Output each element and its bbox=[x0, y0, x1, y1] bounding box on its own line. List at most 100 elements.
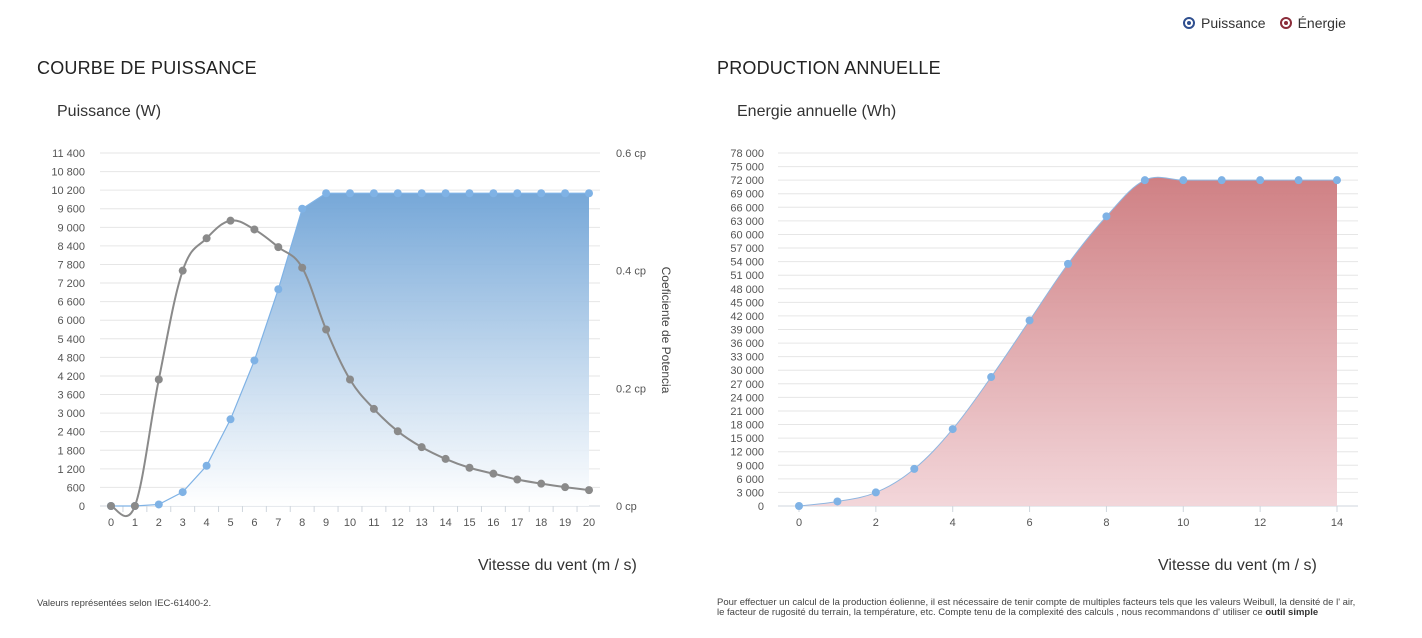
energy-point bbox=[1333, 176, 1341, 185]
cp-point bbox=[585, 486, 593, 495]
x-tick-label: 6 bbox=[251, 517, 257, 529]
y-tick-label: 30 000 bbox=[730, 365, 764, 377]
y-tick-label: 66 000 bbox=[730, 202, 764, 214]
y-tick-label: 1 200 bbox=[57, 464, 85, 476]
power-area bbox=[111, 193, 589, 506]
cp-point bbox=[441, 454, 450, 463]
x-tick-label: 7 bbox=[275, 517, 281, 529]
y-tick-label: 7 800 bbox=[57, 259, 85, 271]
y-tick-label: 8 400 bbox=[57, 241, 85, 253]
cp-point bbox=[250, 225, 259, 234]
power-chart-title: Puissance (W) bbox=[57, 103, 162, 120]
energy-point bbox=[1256, 176, 1265, 185]
x-tick-label: 6 bbox=[1027, 517, 1033, 529]
y-tick-label: 63 000 bbox=[730, 216, 764, 228]
y-tick-label: 3 000 bbox=[57, 408, 85, 420]
power-point bbox=[202, 461, 211, 470]
x-tick-label: 18 bbox=[535, 517, 547, 529]
y-tick-label: 18 000 bbox=[730, 420, 764, 432]
y-tick-label: 3 000 bbox=[736, 487, 764, 499]
y-tick-label: 60 000 bbox=[730, 229, 764, 241]
y-tick-label: 4 800 bbox=[57, 352, 85, 364]
x-tick-label: 1 bbox=[132, 517, 138, 529]
y2-axis-title: Coeficiente de Potencia bbox=[659, 267, 673, 394]
cp-point bbox=[346, 375, 354, 384]
power-point bbox=[298, 204, 307, 213]
cp-point bbox=[489, 469, 498, 478]
energy-chart-title: Energie annuelle (Wh) bbox=[737, 103, 897, 120]
y-tick-label: 54 000 bbox=[730, 257, 764, 269]
power-curve-title: COURBE DE PUISSANCE bbox=[37, 58, 257, 78]
x-tick-label: 17 bbox=[511, 517, 523, 529]
power-chart-xlabel: Vitesse du vent (m / s) bbox=[478, 557, 637, 574]
power-point bbox=[465, 189, 474, 198]
x-tick-label: 9 bbox=[323, 517, 329, 529]
power-point bbox=[154, 500, 163, 509]
x-tick-label: 12 bbox=[1254, 517, 1266, 529]
y-tick-label: 72 000 bbox=[730, 175, 764, 187]
simple-tool-link[interactable]: outil simple bbox=[1265, 607, 1319, 618]
y-tick-label: 10 200 bbox=[51, 185, 85, 197]
y-tick-label: 6 600 bbox=[57, 297, 85, 309]
y-tick-label: 15 000 bbox=[730, 433, 764, 445]
y-tick-label: 9 600 bbox=[57, 204, 85, 216]
power-point bbox=[441, 189, 450, 198]
y-tick-label: 33 000 bbox=[730, 352, 764, 364]
energy-point bbox=[948, 425, 957, 434]
x-tick-label: 14 bbox=[439, 517, 451, 529]
cp-point bbox=[537, 479, 546, 488]
cp-point bbox=[513, 475, 522, 484]
y-tick-label: 4 200 bbox=[57, 371, 85, 383]
x-tick-label: 8 bbox=[1103, 517, 1109, 529]
cp-point bbox=[130, 502, 139, 510]
x-tick-label: 15 bbox=[463, 517, 475, 529]
y-tick-label: 6 000 bbox=[736, 474, 764, 486]
y-tick-label: 600 bbox=[67, 482, 85, 494]
y-tick-label: 10 800 bbox=[51, 167, 85, 179]
x-tick-label: 4 bbox=[204, 517, 210, 529]
energy-point bbox=[1294, 176, 1303, 185]
legend-item-energie[interactable]: Énergie bbox=[1279, 15, 1346, 31]
cp-line bbox=[110, 219, 590, 517]
energy-point bbox=[1025, 316, 1034, 325]
x-tick-label: 20 bbox=[583, 517, 595, 529]
power-point bbox=[178, 488, 187, 497]
y-tick-label: 3 600 bbox=[57, 390, 85, 402]
y-tick-label: 42 000 bbox=[730, 311, 764, 323]
power-point bbox=[346, 189, 354, 198]
power-point bbox=[417, 189, 426, 198]
x-tick-label: 11 bbox=[368, 517, 379, 529]
y-tick-label: 36 000 bbox=[730, 338, 764, 350]
y2-tick-label: 0 cp bbox=[616, 501, 637, 513]
y-tick-label: 24 000 bbox=[730, 392, 764, 404]
cp-point bbox=[417, 443, 426, 452]
power-point bbox=[250, 356, 259, 365]
y2-tick-label: 0.2 cp bbox=[616, 383, 646, 395]
chart-legend: Puissance Énergie bbox=[1183, 15, 1346, 31]
y-tick-label: 9 000 bbox=[57, 222, 85, 234]
power-point bbox=[393, 189, 402, 198]
x-tick-label: 8 bbox=[299, 517, 305, 529]
x-tick-label: 13 bbox=[416, 517, 428, 529]
y-tick-label: 5 400 bbox=[57, 334, 85, 346]
energy-point bbox=[833, 497, 842, 506]
y-tick-label: 0 bbox=[758, 501, 764, 513]
y2-tick-label: 0.6 cp bbox=[616, 148, 646, 160]
power-point bbox=[274, 285, 283, 294]
x-tick-label: 2 bbox=[156, 517, 162, 529]
y-tick-label: 21 000 bbox=[730, 406, 764, 418]
x-tick-label: 12 bbox=[392, 517, 404, 529]
cp-point bbox=[107, 502, 115, 510]
cp-point bbox=[202, 234, 211, 243]
power-chart-footnote: Valeurs représentées selon IEC-61400-2. bbox=[37, 598, 212, 609]
power-point bbox=[585, 189, 593, 198]
cp-point bbox=[226, 216, 235, 225]
cp-point bbox=[178, 266, 187, 275]
target-icon bbox=[1279, 17, 1292, 29]
cp-point bbox=[465, 463, 474, 472]
energy-point bbox=[1217, 176, 1226, 185]
legend-label-puissance: Puissance bbox=[1201, 15, 1266, 31]
cp-point bbox=[393, 427, 402, 436]
legend-item-puissance[interactable]: Puissance bbox=[1183, 15, 1266, 31]
